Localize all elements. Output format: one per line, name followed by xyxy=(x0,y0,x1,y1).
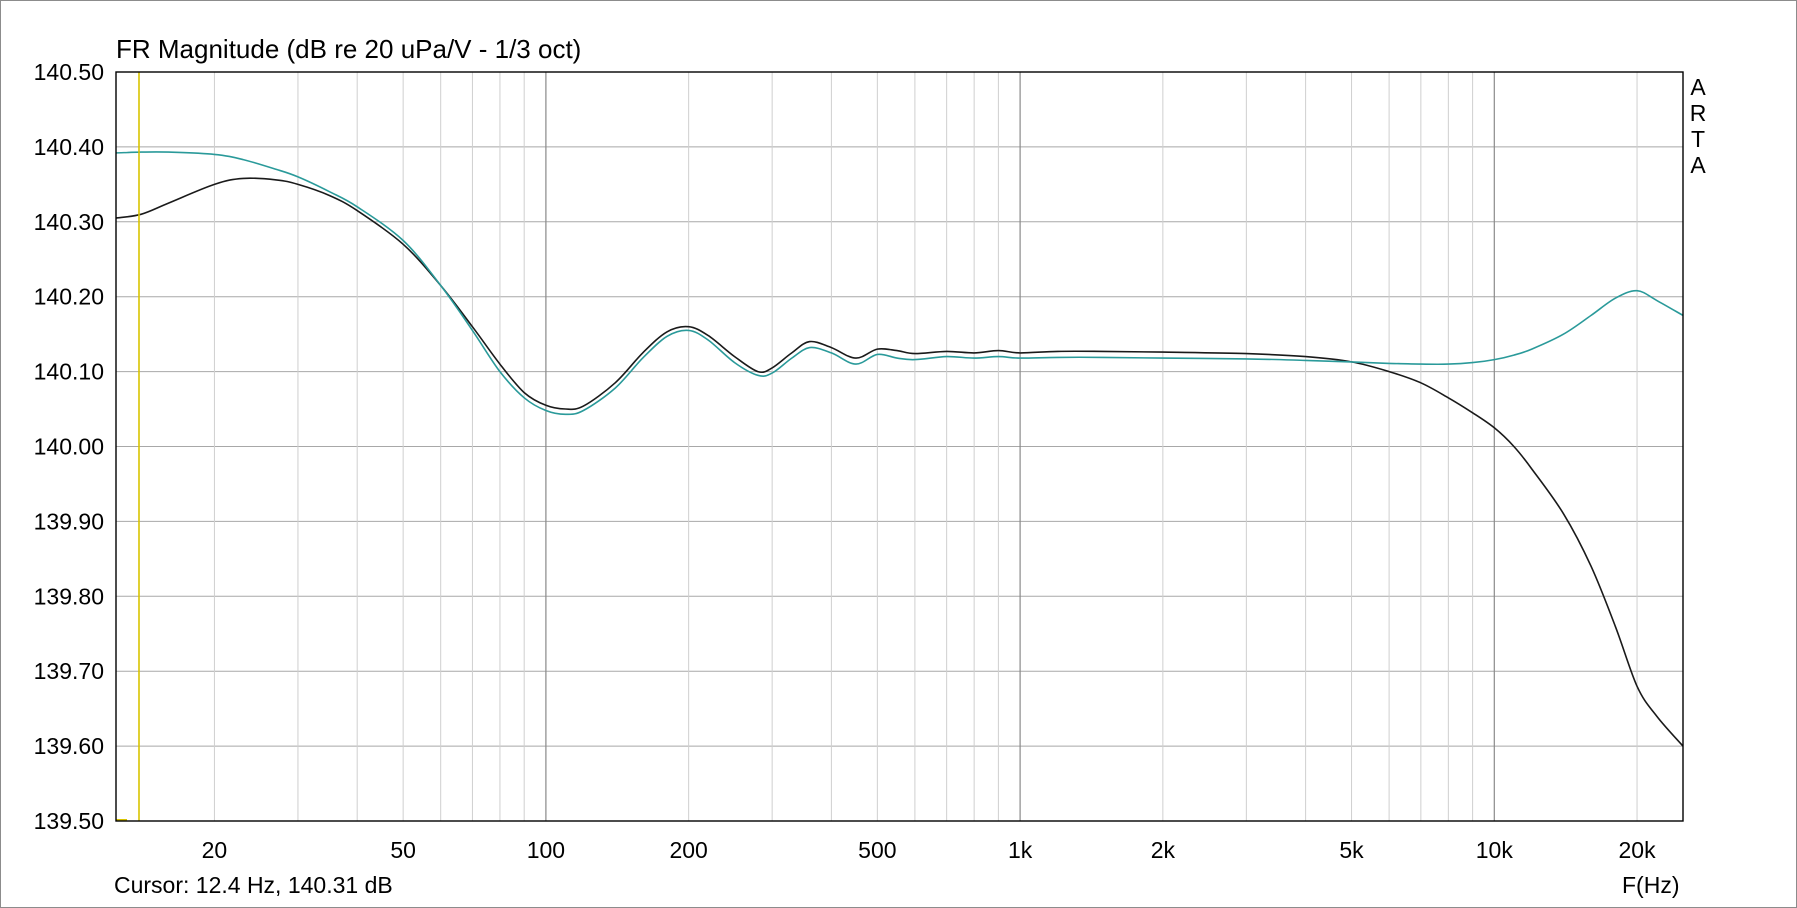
x-tick-label: 20k xyxy=(1618,837,1656,863)
x-tick-label: 50 xyxy=(390,837,416,863)
chart-title: FR Magnitude (dB re 20 uPa/V - 1/3 oct) xyxy=(116,34,582,64)
arta-letter: R xyxy=(1689,100,1707,126)
x-tick-label: 500 xyxy=(858,837,896,863)
y-tick-label: 140.30 xyxy=(34,209,104,235)
arta-watermark: A R T A xyxy=(1686,74,1710,178)
arta-letter: A xyxy=(1690,74,1706,100)
y-tick-label: 140.10 xyxy=(34,359,104,385)
x-tick-label: 200 xyxy=(669,837,707,863)
x-tick-label: 10k xyxy=(1476,837,1514,863)
x-tick-label: 20 xyxy=(202,837,228,863)
x-tick-labels: 20 50 100 200 500 1k 2k 5k 10k 20k xyxy=(202,837,1656,863)
y-tick-label: 139.80 xyxy=(34,583,104,609)
y-tick-label: 140.40 xyxy=(34,134,104,160)
y-tick-labels: 139.50 139.60 139.70 139.80 139.90 140.00 140.… xyxy=(34,59,104,834)
series-line xyxy=(115,151,1684,416)
x-tick-label: 100 xyxy=(527,837,565,863)
arta-letter: T xyxy=(1690,126,1706,152)
y-tick-label: 139.50 xyxy=(34,808,104,834)
x-axis-label: F(Hz) xyxy=(1622,872,1680,898)
x-tick-label: 5k xyxy=(1339,837,1364,863)
arta-letter: A xyxy=(1690,152,1706,178)
y-tick-label: 139.90 xyxy=(34,508,104,534)
y-tick-label: 140.00 xyxy=(34,434,104,460)
y-tick-label: 139.60 xyxy=(34,733,104,759)
x-tick-label: 1k xyxy=(1008,837,1033,863)
series-line xyxy=(115,177,1684,747)
y-tick-label: 140.50 xyxy=(34,59,104,85)
x-tick-label: 2k xyxy=(1151,837,1176,863)
y-tick-label: 140.20 xyxy=(34,284,104,310)
y-tick-label: 139.70 xyxy=(34,658,104,684)
cursor-readout: Cursor: 12.4 Hz, 140.31 dB xyxy=(114,872,393,898)
grid xyxy=(116,71,1683,822)
series-lines xyxy=(115,151,1684,747)
plot-area-border xyxy=(115,71,1684,822)
